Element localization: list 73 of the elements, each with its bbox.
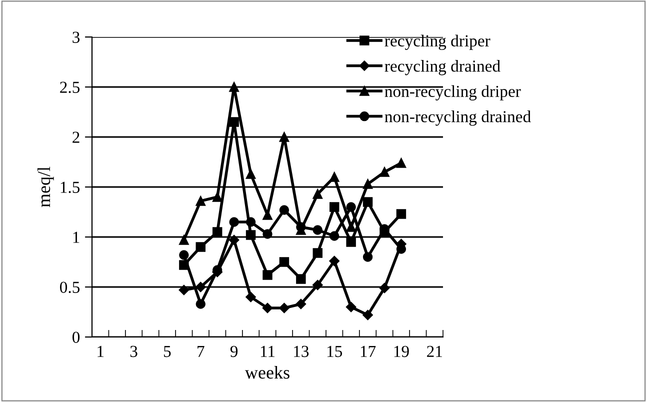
point [212,227,222,237]
legend-label: recycling driper [384,34,490,50]
point [262,302,273,314]
x-tick-label: 21 [427,346,442,357]
y-tick-label: 0 [72,332,80,343]
point [279,302,290,314]
y-axis-title: meq/l [37,166,54,208]
point [228,234,240,246]
point [362,179,373,189]
point [246,169,256,179]
legend-label: recycling drained [384,60,500,76]
point [362,197,373,207]
point [379,282,390,294]
point [229,117,239,127]
x-tick-label: 5 [164,346,171,358]
point [346,237,356,247]
point [346,222,356,232]
point [196,299,206,309]
x-tick-label: 3 [130,346,138,358]
point [396,158,406,168]
point [396,244,406,254]
point [329,172,340,182]
point [196,242,206,252]
point [296,298,306,310]
point [312,225,323,235]
point [312,280,323,290]
point [346,302,356,312]
point [279,257,290,267]
y-tick-label: 0.5 [60,282,80,294]
x-tick-label: 19 [394,346,409,358]
point [312,248,323,258]
point [229,217,239,227]
point [362,252,373,262]
x-tick-label: 13 [294,346,309,358]
point [396,209,406,219]
x-tick-label: 9 [230,346,238,358]
point [346,202,356,212]
legend-label: non-recycling drained [384,110,531,126]
point [262,210,272,220]
legend-label: non-recycling driper [384,85,521,100]
point [329,202,340,212]
point [296,222,306,232]
point [312,189,323,199]
point [279,205,290,215]
point [279,132,290,142]
x-tick-label: 17 [360,346,376,357]
point [246,217,256,227]
point [196,196,206,206]
point [212,192,222,202]
point [196,282,206,292]
point [178,284,190,296]
y-tick-label: 2.5 [60,82,80,94]
x-tick-label: 1 [98,346,104,357]
x-axis-title: weeks [244,366,290,379]
x-tick-label: 11 [260,346,275,357]
y-tick-label: 1 [73,232,80,243]
point [362,310,373,320]
y-tick-label: 2 [72,132,80,143]
point [380,167,390,177]
point [262,229,272,239]
point [329,256,340,266]
point [329,231,340,241]
point [262,270,272,280]
point [246,292,256,302]
y-tick-label: 1.5 [60,182,80,194]
point [179,235,189,245]
point [229,82,239,92]
x-tick-label: 15 [327,346,342,358]
y-tick-label: 3 [72,32,80,43]
point [246,230,256,240]
point [296,274,306,284]
x-tick-label: 7 [198,346,204,357]
point [179,250,189,260]
